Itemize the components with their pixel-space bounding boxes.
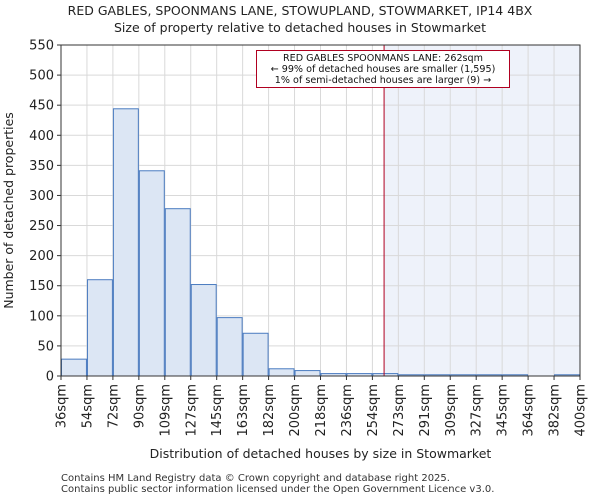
x-tick-label: 309sqm [444, 384, 459, 437]
x-axis-label: Distribution of detached houses by size … [150, 446, 492, 461]
histogram-bar [216, 317, 243, 377]
y-tick-label: 450 [29, 99, 54, 114]
x-tick-label: 382sqm [548, 384, 563, 437]
x-tick-label: 145sqm [210, 384, 225, 437]
annotation-line-2: ← 99% of detached houses are smaller (1,… [270, 64, 496, 75]
x-tick-label: 345sqm [496, 384, 511, 437]
y-tick-label: 50 [37, 339, 54, 354]
x-tick-label: 182sqm [262, 384, 277, 437]
x-tick-label: 109sqm [158, 384, 173, 437]
chart-title: RED GABLES, SPOONMANS LANE, STOWUPLAND, … [67, 3, 533, 18]
chart-subtitle: Size of property relative to detached ho… [114, 20, 486, 35]
y-tick-label: 100 [29, 309, 54, 324]
x-tick-label: 327sqm [470, 384, 485, 437]
chart-title-block: RED GABLES, SPOONMANS LANE, STOWUPLAND, … [0, 2, 600, 36]
x-tick-label: 273sqm [392, 384, 407, 437]
x-tick-label: 163sqm [236, 384, 251, 437]
histogram-bar [112, 108, 139, 377]
histogram-bar [190, 284, 217, 377]
y-tick-label: 350 [29, 159, 54, 174]
y-tick-label: 400 [29, 129, 54, 144]
footer-copyright: Contains HM Land Registry data © Crown c… [61, 473, 450, 484]
x-tick-label: 127sqm [184, 384, 199, 437]
histogram-bar [242, 332, 269, 377]
x-tick-label: 291sqm [418, 384, 433, 437]
footer-licence: Contains public sector information licen… [61, 484, 495, 495]
y-tick-label: 550 [29, 39, 54, 54]
y-tick-label: 0 [46, 370, 54, 385]
y-tick-label: 150 [29, 279, 54, 294]
annotation-line-3: 1% of semi-detached houses are larger (9… [274, 75, 492, 86]
histogram-bar [61, 358, 87, 377]
y-axis-label: Number of detached properties [1, 112, 16, 309]
histogram-bar [268, 368, 295, 377]
x-tick-label: 236sqm [340, 384, 355, 437]
y-tick-label: 250 [29, 219, 54, 234]
histogram-bar [86, 279, 113, 377]
histogram-bar [138, 170, 165, 377]
x-tick-label: 54sqm [80, 384, 95, 428]
annotation-line-1: RED GABLES SPOONMANS LANE: 262sqm [283, 53, 483, 64]
y-tick-label: 500 [29, 69, 54, 84]
x-tick-label: 364sqm [522, 384, 537, 437]
histogram-bar [164, 208, 191, 377]
x-tick-label: 218sqm [314, 384, 329, 437]
y-tick-label: 300 [29, 189, 54, 204]
x-tick-label: 254sqm [366, 384, 381, 437]
histogram-bar [294, 370, 321, 377]
x-tick-label: 400sqm [574, 384, 589, 437]
x-tick-label: 72sqm [106, 384, 121, 428]
y-tick-label: 200 [29, 249, 54, 264]
highlight-region [384, 45, 580, 376]
x-tick-label: 200sqm [288, 384, 303, 437]
x-tick-label: 90sqm [132, 384, 147, 428]
x-tick-label: 36sqm [55, 384, 70, 428]
property-annotation-box: RED GABLES SPOONMANS LANE: 262sqm ← 99% … [256, 50, 510, 88]
